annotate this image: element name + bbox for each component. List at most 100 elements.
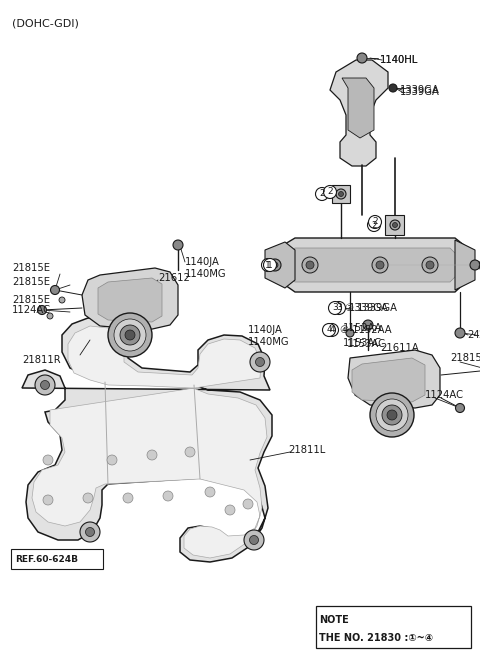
Text: 21815E: 21815E (450, 353, 480, 363)
Circle shape (393, 223, 397, 227)
Circle shape (205, 487, 215, 497)
Circle shape (83, 493, 93, 503)
Circle shape (107, 455, 117, 465)
Text: 21815E: 21815E (12, 295, 50, 305)
Text: 1152AA: 1152AA (343, 323, 383, 333)
Circle shape (323, 324, 336, 337)
Circle shape (390, 220, 400, 230)
Text: 1: 1 (265, 261, 271, 269)
Text: (DOHC-GDI): (DOHC-GDI) (12, 18, 79, 28)
Text: 24433: 24433 (467, 330, 480, 340)
Text: 21811L: 21811L (288, 445, 325, 455)
Polygon shape (22, 318, 272, 562)
Circle shape (357, 53, 367, 63)
Text: 21612: 21612 (158, 273, 190, 283)
Circle shape (324, 185, 336, 198)
Text: 4: 4 (326, 326, 332, 335)
Polygon shape (285, 248, 460, 282)
Polygon shape (82, 268, 178, 330)
Circle shape (243, 499, 253, 509)
Text: 84149B: 84149B (477, 261, 480, 271)
Text: 2: 2 (327, 187, 333, 196)
Circle shape (328, 301, 341, 314)
Circle shape (123, 493, 133, 503)
FancyBboxPatch shape (11, 549, 103, 569)
Circle shape (363, 320, 373, 330)
Text: 21811R: 21811R (22, 355, 60, 365)
Text: 2: 2 (319, 189, 325, 198)
Circle shape (147, 450, 157, 460)
Text: 3: 3 (332, 303, 338, 312)
Text: 1153AC: 1153AC (347, 339, 386, 349)
Circle shape (368, 219, 381, 231)
Text: REF.60-624B: REF.60-624B (15, 555, 78, 563)
Circle shape (456, 403, 465, 413)
Circle shape (315, 187, 328, 200)
Polygon shape (352, 358, 425, 402)
Polygon shape (98, 278, 162, 322)
Circle shape (272, 262, 278, 268)
Text: 1339GA: 1339GA (349, 303, 389, 313)
Text: 1339GA: 1339GA (400, 85, 440, 95)
Circle shape (85, 527, 95, 536)
Text: 2: 2 (372, 217, 378, 227)
Polygon shape (330, 60, 388, 166)
Text: 1: 1 (267, 261, 273, 269)
Circle shape (269, 259, 281, 271)
Circle shape (244, 530, 264, 550)
Text: 1140HL: 1140HL (380, 55, 418, 65)
Text: 1140HL: 1140HL (380, 55, 418, 65)
Circle shape (336, 189, 346, 199)
Circle shape (325, 324, 338, 337)
Circle shape (382, 405, 402, 425)
Circle shape (37, 305, 47, 314)
Text: 1140JA: 1140JA (248, 325, 283, 335)
Circle shape (120, 325, 140, 345)
Circle shape (163, 491, 173, 501)
Circle shape (35, 375, 55, 395)
Circle shape (387, 410, 397, 420)
Circle shape (185, 447, 195, 457)
Text: 1339GA: 1339GA (400, 87, 440, 97)
Text: 1124AC: 1124AC (425, 390, 464, 400)
Text: 24433: 24433 (478, 330, 480, 340)
Circle shape (125, 330, 135, 340)
Polygon shape (342, 78, 374, 138)
Circle shape (50, 286, 60, 295)
Text: 21815E: 21815E (12, 277, 50, 287)
Polygon shape (348, 350, 440, 408)
Text: 21611A: 21611A (380, 343, 419, 353)
Circle shape (333, 301, 346, 314)
Circle shape (470, 260, 480, 270)
Circle shape (422, 257, 438, 273)
Circle shape (389, 84, 397, 92)
Polygon shape (275, 238, 470, 292)
Circle shape (40, 381, 49, 390)
Text: 1140JA: 1140JA (185, 257, 220, 267)
Circle shape (426, 261, 434, 269)
Circle shape (250, 352, 270, 372)
Polygon shape (32, 326, 267, 558)
Circle shape (114, 319, 146, 351)
Circle shape (255, 358, 264, 367)
Polygon shape (265, 242, 295, 288)
Circle shape (173, 240, 183, 250)
Circle shape (43, 495, 53, 505)
Text: 21815E: 21815E (12, 263, 50, 273)
Circle shape (302, 257, 318, 273)
Circle shape (80, 522, 100, 542)
Text: 4: 4 (329, 326, 335, 335)
Polygon shape (385, 215, 404, 235)
Circle shape (59, 297, 65, 303)
Circle shape (338, 191, 344, 196)
Circle shape (262, 259, 275, 272)
Circle shape (455, 328, 465, 338)
Text: 3: 3 (336, 303, 342, 312)
Circle shape (306, 261, 314, 269)
Circle shape (250, 536, 259, 544)
Circle shape (43, 455, 53, 465)
Text: THE NO. 21830 :①~④: THE NO. 21830 :①~④ (319, 633, 433, 643)
Text: 1153AC: 1153AC (343, 338, 382, 348)
Circle shape (108, 313, 152, 357)
Circle shape (346, 329, 354, 337)
